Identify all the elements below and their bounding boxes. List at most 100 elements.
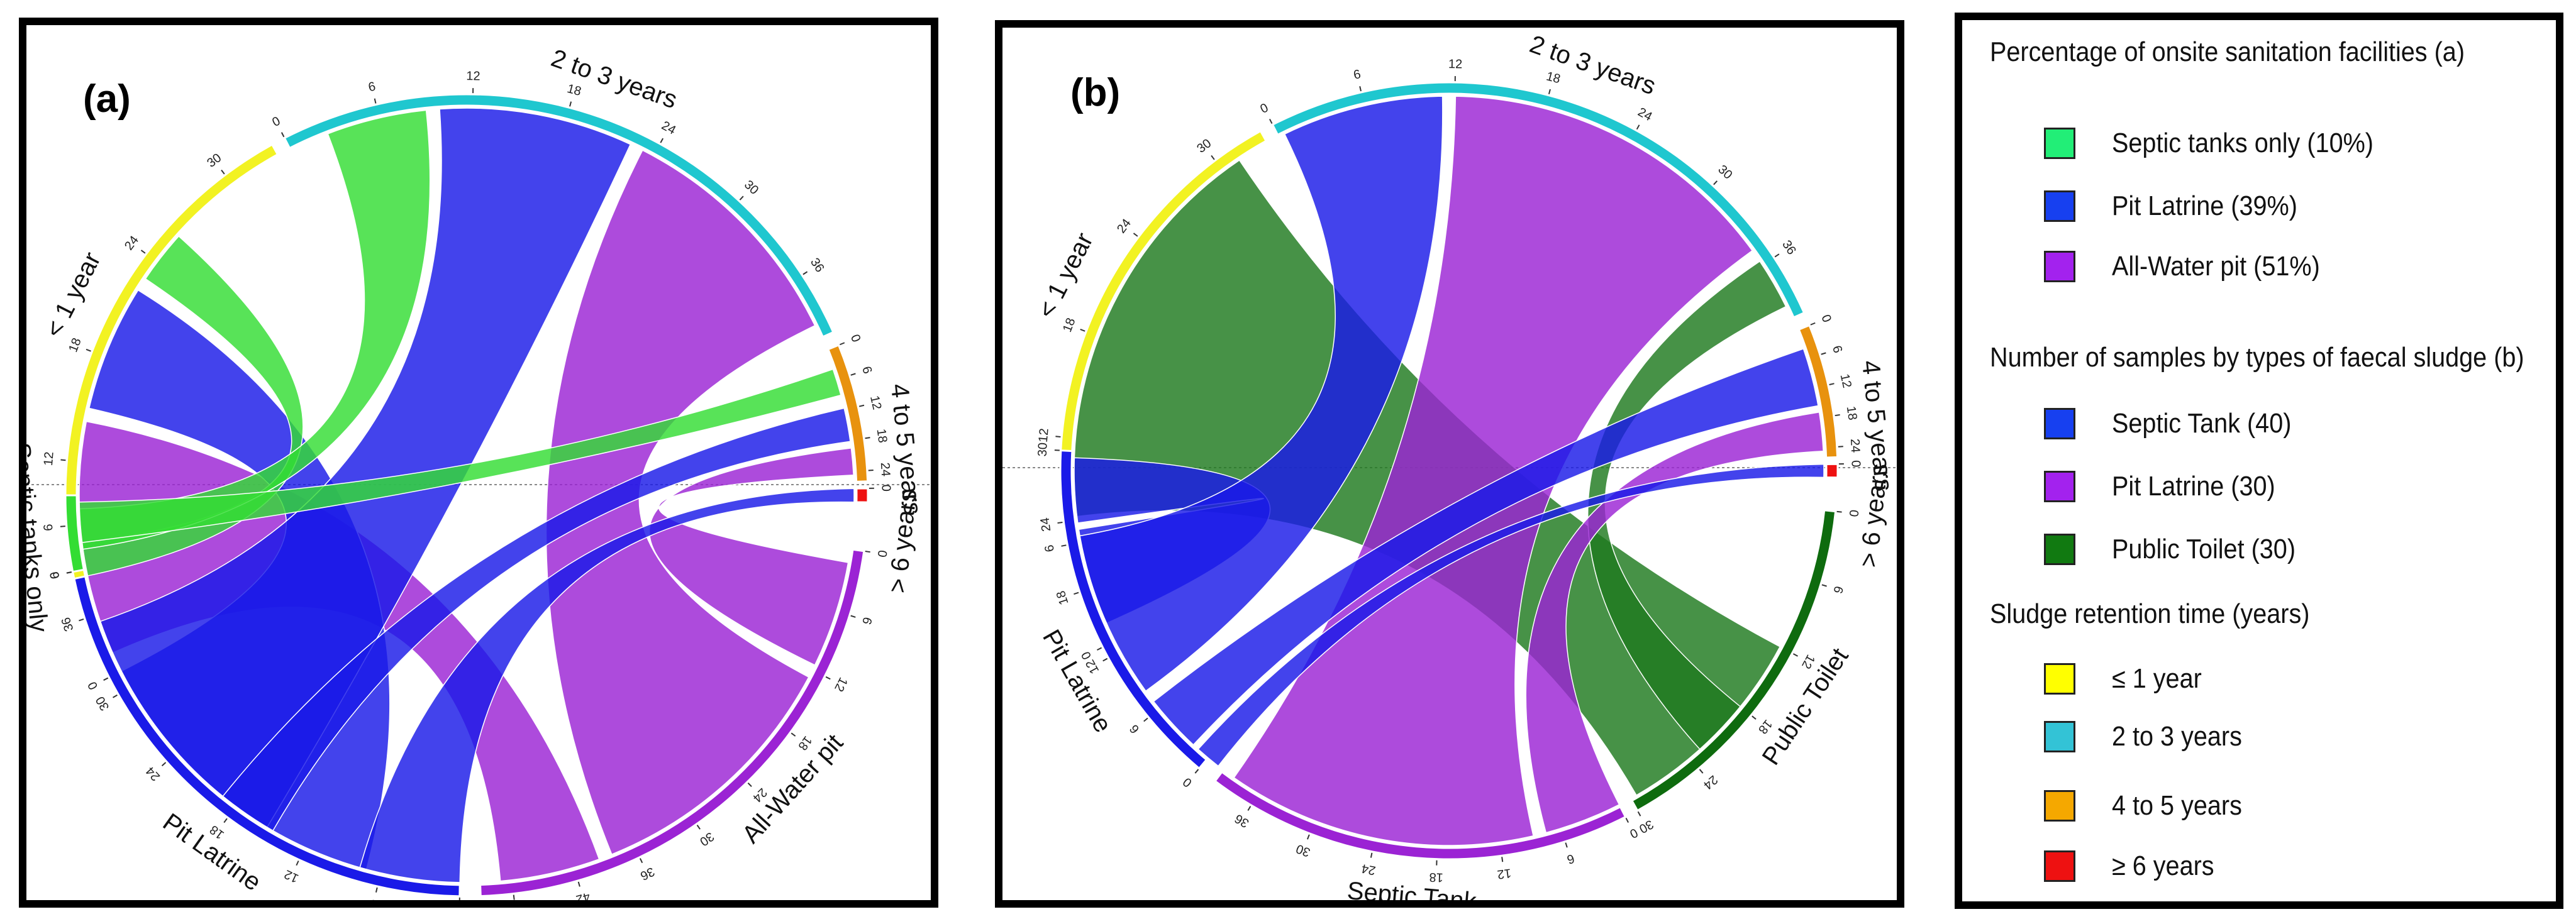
legend-label: ≥ 6 years <box>2112 850 2214 881</box>
tick-label: 0 <box>86 679 101 692</box>
chord-ribbon-6-years-to-pit-latrine <box>1197 463 1824 767</box>
tick-label: 0 <box>1818 312 1834 324</box>
tick-mark <box>161 762 167 767</box>
tick-label: 24 <box>1701 773 1720 792</box>
sector-arc <box>1630 509 1837 812</box>
tick-label: 0 <box>1628 825 1640 841</box>
tick-label: 12 <box>42 451 57 466</box>
tick-mark <box>1096 647 1102 651</box>
tick-label: 12 <box>1036 428 1052 443</box>
sector-arc <box>283 93 835 338</box>
tick-label: 24 <box>1038 517 1054 532</box>
tick-label: 6 <box>859 615 874 626</box>
sector-arc <box>479 548 865 898</box>
sector-label: Septic Tank <box>1346 877 1478 900</box>
legend-swatch <box>2044 663 2075 695</box>
tick-label: 12 <box>466 69 480 83</box>
tick-label: 0 <box>1849 460 1863 468</box>
tick-label: 24 <box>1848 438 1862 453</box>
tick-mark <box>1713 180 1718 185</box>
tick-label: 6 <box>42 524 56 532</box>
tick-mark <box>739 195 744 201</box>
sector-label: > 6 years <box>884 488 922 594</box>
legend-swatch <box>2044 721 2075 752</box>
tick-mark <box>1636 124 1640 130</box>
tick-label: 6 <box>1565 851 1576 866</box>
tick-label: 0 <box>1846 509 1861 517</box>
legend-box: Percentage of onsite sanitation faciliti… <box>1955 13 2563 909</box>
legend-label: ≤ 1 year <box>2112 663 2202 694</box>
legend-heading-samples: Number of samples by types of faecal slu… <box>1990 342 2524 373</box>
legend-swatch <box>2044 128 2075 159</box>
tick-mark <box>1133 233 1138 237</box>
tick-label: 24 <box>1636 105 1655 124</box>
legend-item-le-1-year: ≤ 1 year <box>2044 660 2212 698</box>
panel-label: (a) <box>83 77 131 121</box>
tick-label: 0 <box>848 333 863 344</box>
legend-item-pit-latrine: Pit Latrine (39%) <box>2044 187 2318 225</box>
tick-label: 6 <box>1042 544 1057 553</box>
tick-mark <box>1625 817 1629 823</box>
tick-label: 6 <box>859 365 874 375</box>
legend-label: All-Water pit (51%) <box>2112 251 2320 282</box>
legend-item-pit-latrine-b: Pit Latrine (30) <box>2044 468 2294 505</box>
sector-label: < 1 year <box>1032 228 1098 322</box>
sector-arc <box>1059 449 1208 770</box>
tick-mark <box>86 348 91 352</box>
legend-label: Septic Tank (40) <box>2112 408 2292 439</box>
chord-ribbon-2-to-3-years-to-pit-latrine <box>1079 96 1443 692</box>
sector-arc <box>826 344 869 483</box>
tick-mark <box>103 677 109 681</box>
tick-mark <box>375 887 378 893</box>
tick-label: 0 <box>1180 774 1195 789</box>
legend-swatch <box>2044 251 2075 282</box>
tick-label: 18 <box>874 428 890 444</box>
legend-swatch <box>2044 190 2075 222</box>
legend-item-septic-tanks-only: Septic tanks only (10%) <box>2044 124 2402 162</box>
sector-arc <box>855 487 869 503</box>
legend-swatch <box>2044 471 2075 502</box>
tick-label: 18 <box>1429 870 1443 884</box>
tick-mark <box>1370 852 1373 858</box>
tick-label: 30 <box>1036 442 1050 456</box>
tick-label: 0 <box>48 571 63 580</box>
tick-mark <box>1102 657 1108 662</box>
tick-mark <box>1829 383 1835 385</box>
tick-label: 12 <box>831 675 850 694</box>
tick-mark <box>1143 717 1148 722</box>
tick-mark <box>696 825 701 830</box>
tick-label: 6 <box>369 896 379 900</box>
tick-mark <box>1359 85 1362 92</box>
tick-label: 6 <box>367 80 377 95</box>
tick-mark <box>60 459 66 461</box>
tick-label: 30 <box>741 178 761 197</box>
tick-mark <box>1194 769 1199 774</box>
tick-label: 0 <box>1258 101 1270 116</box>
tick-mark <box>221 169 225 175</box>
tick-mark <box>1247 806 1252 811</box>
legend-item-all-water-pit: All-Water pit (51%) <box>2044 248 2343 285</box>
chord-ribbon-6-years-to-pit-latrine <box>359 488 855 883</box>
tick-mark <box>865 551 870 553</box>
tick-label: 12 <box>282 867 301 885</box>
tick-label: 18 <box>1054 589 1072 607</box>
tick-mark <box>1061 544 1067 547</box>
tick-label: 24 <box>1360 861 1377 877</box>
chord-ribbon-4-to-5-years-to-septic-tanks-only <box>79 368 841 543</box>
tick-label: 36 <box>59 615 77 633</box>
tick-mark <box>79 619 84 622</box>
tick-mark <box>1792 653 1798 657</box>
tick-mark <box>660 138 664 143</box>
tick-mark <box>1637 811 1641 817</box>
tick-mark <box>1699 769 1704 774</box>
tick-mark <box>1774 253 1780 258</box>
tick-mark <box>1074 591 1079 595</box>
tick-mark <box>639 858 643 864</box>
tick-mark <box>140 250 146 254</box>
legend-label: Pit Latrine (39%) <box>2112 190 2297 221</box>
tick-mark <box>1269 118 1273 124</box>
sector-label: < 1 year <box>40 248 106 342</box>
legend-heading-retention: Sludge retention time (years) <box>1990 598 2310 629</box>
sector-arc <box>64 494 86 573</box>
